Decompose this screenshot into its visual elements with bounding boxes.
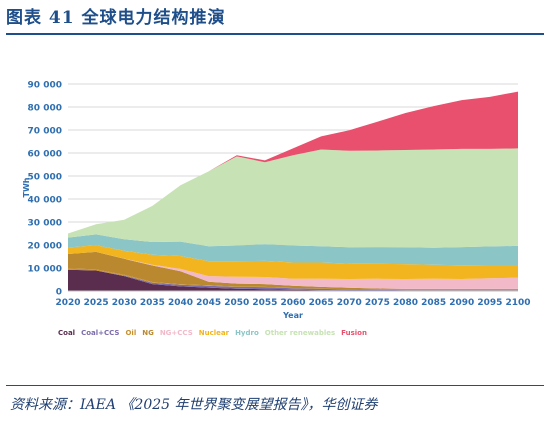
x-axis-title: Year xyxy=(282,311,303,320)
y-tick-label: 50 000 xyxy=(28,173,62,183)
figure-title: 图表 41 全球电力结构推演 xyxy=(6,8,226,28)
x-tick-label: 2065 xyxy=(309,298,334,308)
y-tick-label: 70 000 xyxy=(28,127,62,137)
y-tick-label: 40 000 xyxy=(28,196,62,206)
title-rule xyxy=(6,33,544,35)
y-tick-label: 0 xyxy=(56,288,62,298)
legend-entry: Hydro xyxy=(235,329,259,337)
x-tick-label: 2085 xyxy=(421,298,446,308)
legend-entry: Nuclear xyxy=(199,329,230,337)
source-rule xyxy=(6,385,544,386)
area-coal-ccs xyxy=(68,269,518,291)
legend-entry: NG xyxy=(142,329,154,337)
legend-entry: Coal xyxy=(58,329,75,337)
y-tick-label: 10 000 xyxy=(28,265,62,275)
figure-source: 资料来源：IAEA 《2025 年世界聚变展望报告》，华创证券 xyxy=(10,397,378,413)
x-tick-label: 2035 xyxy=(140,298,165,308)
x-tick-label: 2070 xyxy=(337,298,362,308)
area-fusion xyxy=(68,91,518,234)
stacked-area-chart: 0 10 000 20 000 30 000 40 000 50 000 60 000 70 … xyxy=(22,81,531,338)
y-tick-label: 90 000 xyxy=(28,81,62,91)
y-tick-label: 80 000 xyxy=(28,104,62,114)
x-tick-label: 2090 xyxy=(449,298,474,308)
x-tick-label: 2100 xyxy=(505,298,530,308)
legend-entry: Coal+CCS xyxy=(81,329,119,337)
chart-container: 0 10 000 20 000 30 000 40 000 50 000 60 000 70 … xyxy=(6,38,544,380)
x-tick-label: 2045 xyxy=(196,298,221,308)
x-tick-label: 2060 xyxy=(280,298,305,308)
y-tick-label: 20 000 xyxy=(28,242,62,252)
legend-entry: NG+CCS xyxy=(160,329,193,337)
x-tick-label: 2030 xyxy=(112,298,137,308)
area-other-renewables xyxy=(68,148,518,248)
y-tick-label: 60 000 xyxy=(28,150,62,160)
x-tick-label: 2025 xyxy=(84,298,109,308)
x-tick-label: 2095 xyxy=(477,298,502,308)
x-tick-label: 2020 xyxy=(55,298,80,308)
y-axis-title: TWh xyxy=(22,177,31,197)
area-ng-ccs xyxy=(68,251,518,289)
x-tick-label: 2075 xyxy=(365,298,390,308)
x-tick-label: 2080 xyxy=(393,298,418,308)
figure-header: 图表 41 全球电力结构推演 xyxy=(6,4,544,32)
area-coal xyxy=(68,269,518,291)
x-tick-label: 2050 xyxy=(224,298,249,308)
area-hydro xyxy=(68,234,518,266)
y-tick-label: 30 000 xyxy=(28,219,62,229)
area-nuclear xyxy=(68,245,518,279)
area-oil xyxy=(68,268,518,291)
area-ng xyxy=(68,251,518,290)
legend-entry: Oil xyxy=(125,329,136,337)
legend-entry: Fusion xyxy=(341,329,367,337)
x-tick-label: 2040 xyxy=(168,298,193,308)
x-tick-label: 2055 xyxy=(252,298,277,308)
legend-entry: Other renewables xyxy=(265,329,335,337)
